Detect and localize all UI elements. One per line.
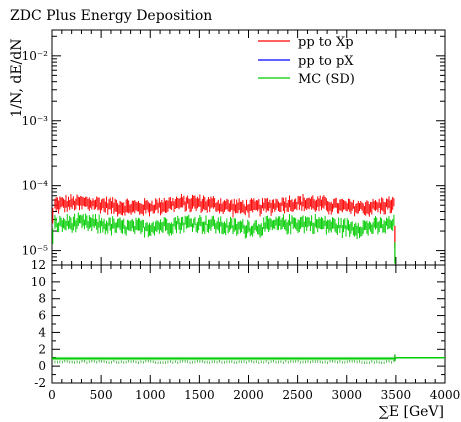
ratio-x-ticklabel: 1000 [135,388,166,402]
ratio-x-ticklabel: 3000 [331,388,362,402]
ratio-x-ticklabel: 2000 [233,388,264,402]
main-y-ticklabel: 10⁻⁵ [22,244,49,258]
legend-label-pp-to-xp: pp to Xp [298,35,354,50]
x-axis-label: ∑E [GeV] [379,404,444,420]
ratio-x-ticklabel: 4000 [430,388,461,402]
chart-title: ZDC Plus Energy Deposition [10,8,212,24]
ratio-plot-frame [51,264,446,384]
ratio-y-ticklabel: 10 [31,275,46,289]
ratio-x-ticklabel: 500 [90,388,113,402]
ratio-y-ticklabel: 8 [38,292,46,306]
ratio-x-ticklabel: 3500 [381,388,412,402]
y-axis-label: 1/N, dE/dN [9,39,25,118]
ratio-y-ticklabel: 0 [38,359,46,373]
ratio-y-ticklabel: 6 [38,309,46,323]
ratio-band [52,354,445,365]
ratio-x-ticklabels: 0 500 1000 1500 2000 2500 3000 3500 4000 [48,388,460,402]
series-pp-to-xp [52,193,396,248]
ratio-y-ticks [52,264,445,384]
ratio-y-ticklabel: 4 [38,325,46,339]
main-y-ticks [52,35,445,266]
main-y-ticklabels: 10⁻⁵ 10⁻⁴ 10⁻³ 10⁻² [22,49,49,258]
ratio-y-ticklabel: 2 [38,342,46,356]
series-mc-sd [52,212,396,264]
main-y-ticklabel: 10⁻² [22,49,49,63]
legend: pp to Xp pp to pX MC (SD) [258,35,355,87]
legend-label-mc-sd: MC (SD) [298,72,355,87]
main-y-ticklabel: 10⁻⁴ [22,179,49,193]
legend-label-pp-to-px: pp to pX [298,54,354,69]
ratio-x-ticklabel: 1500 [184,388,215,402]
ratio-x-ticklabel: 0 [48,388,56,402]
ratio-y-ticklabel: 12 [31,258,46,272]
main-x-ticks [51,30,446,265]
ratio-y-ticklabel: -2 [34,376,46,390]
ratio-x-ticks [51,265,446,383]
ratio-x-ticklabel: 2500 [282,388,313,402]
ratio-y-ticklabels: -2 0 2 4 6 8 10 12 [31,258,47,390]
main-y-ticklabel: 10⁻³ [22,114,49,128]
